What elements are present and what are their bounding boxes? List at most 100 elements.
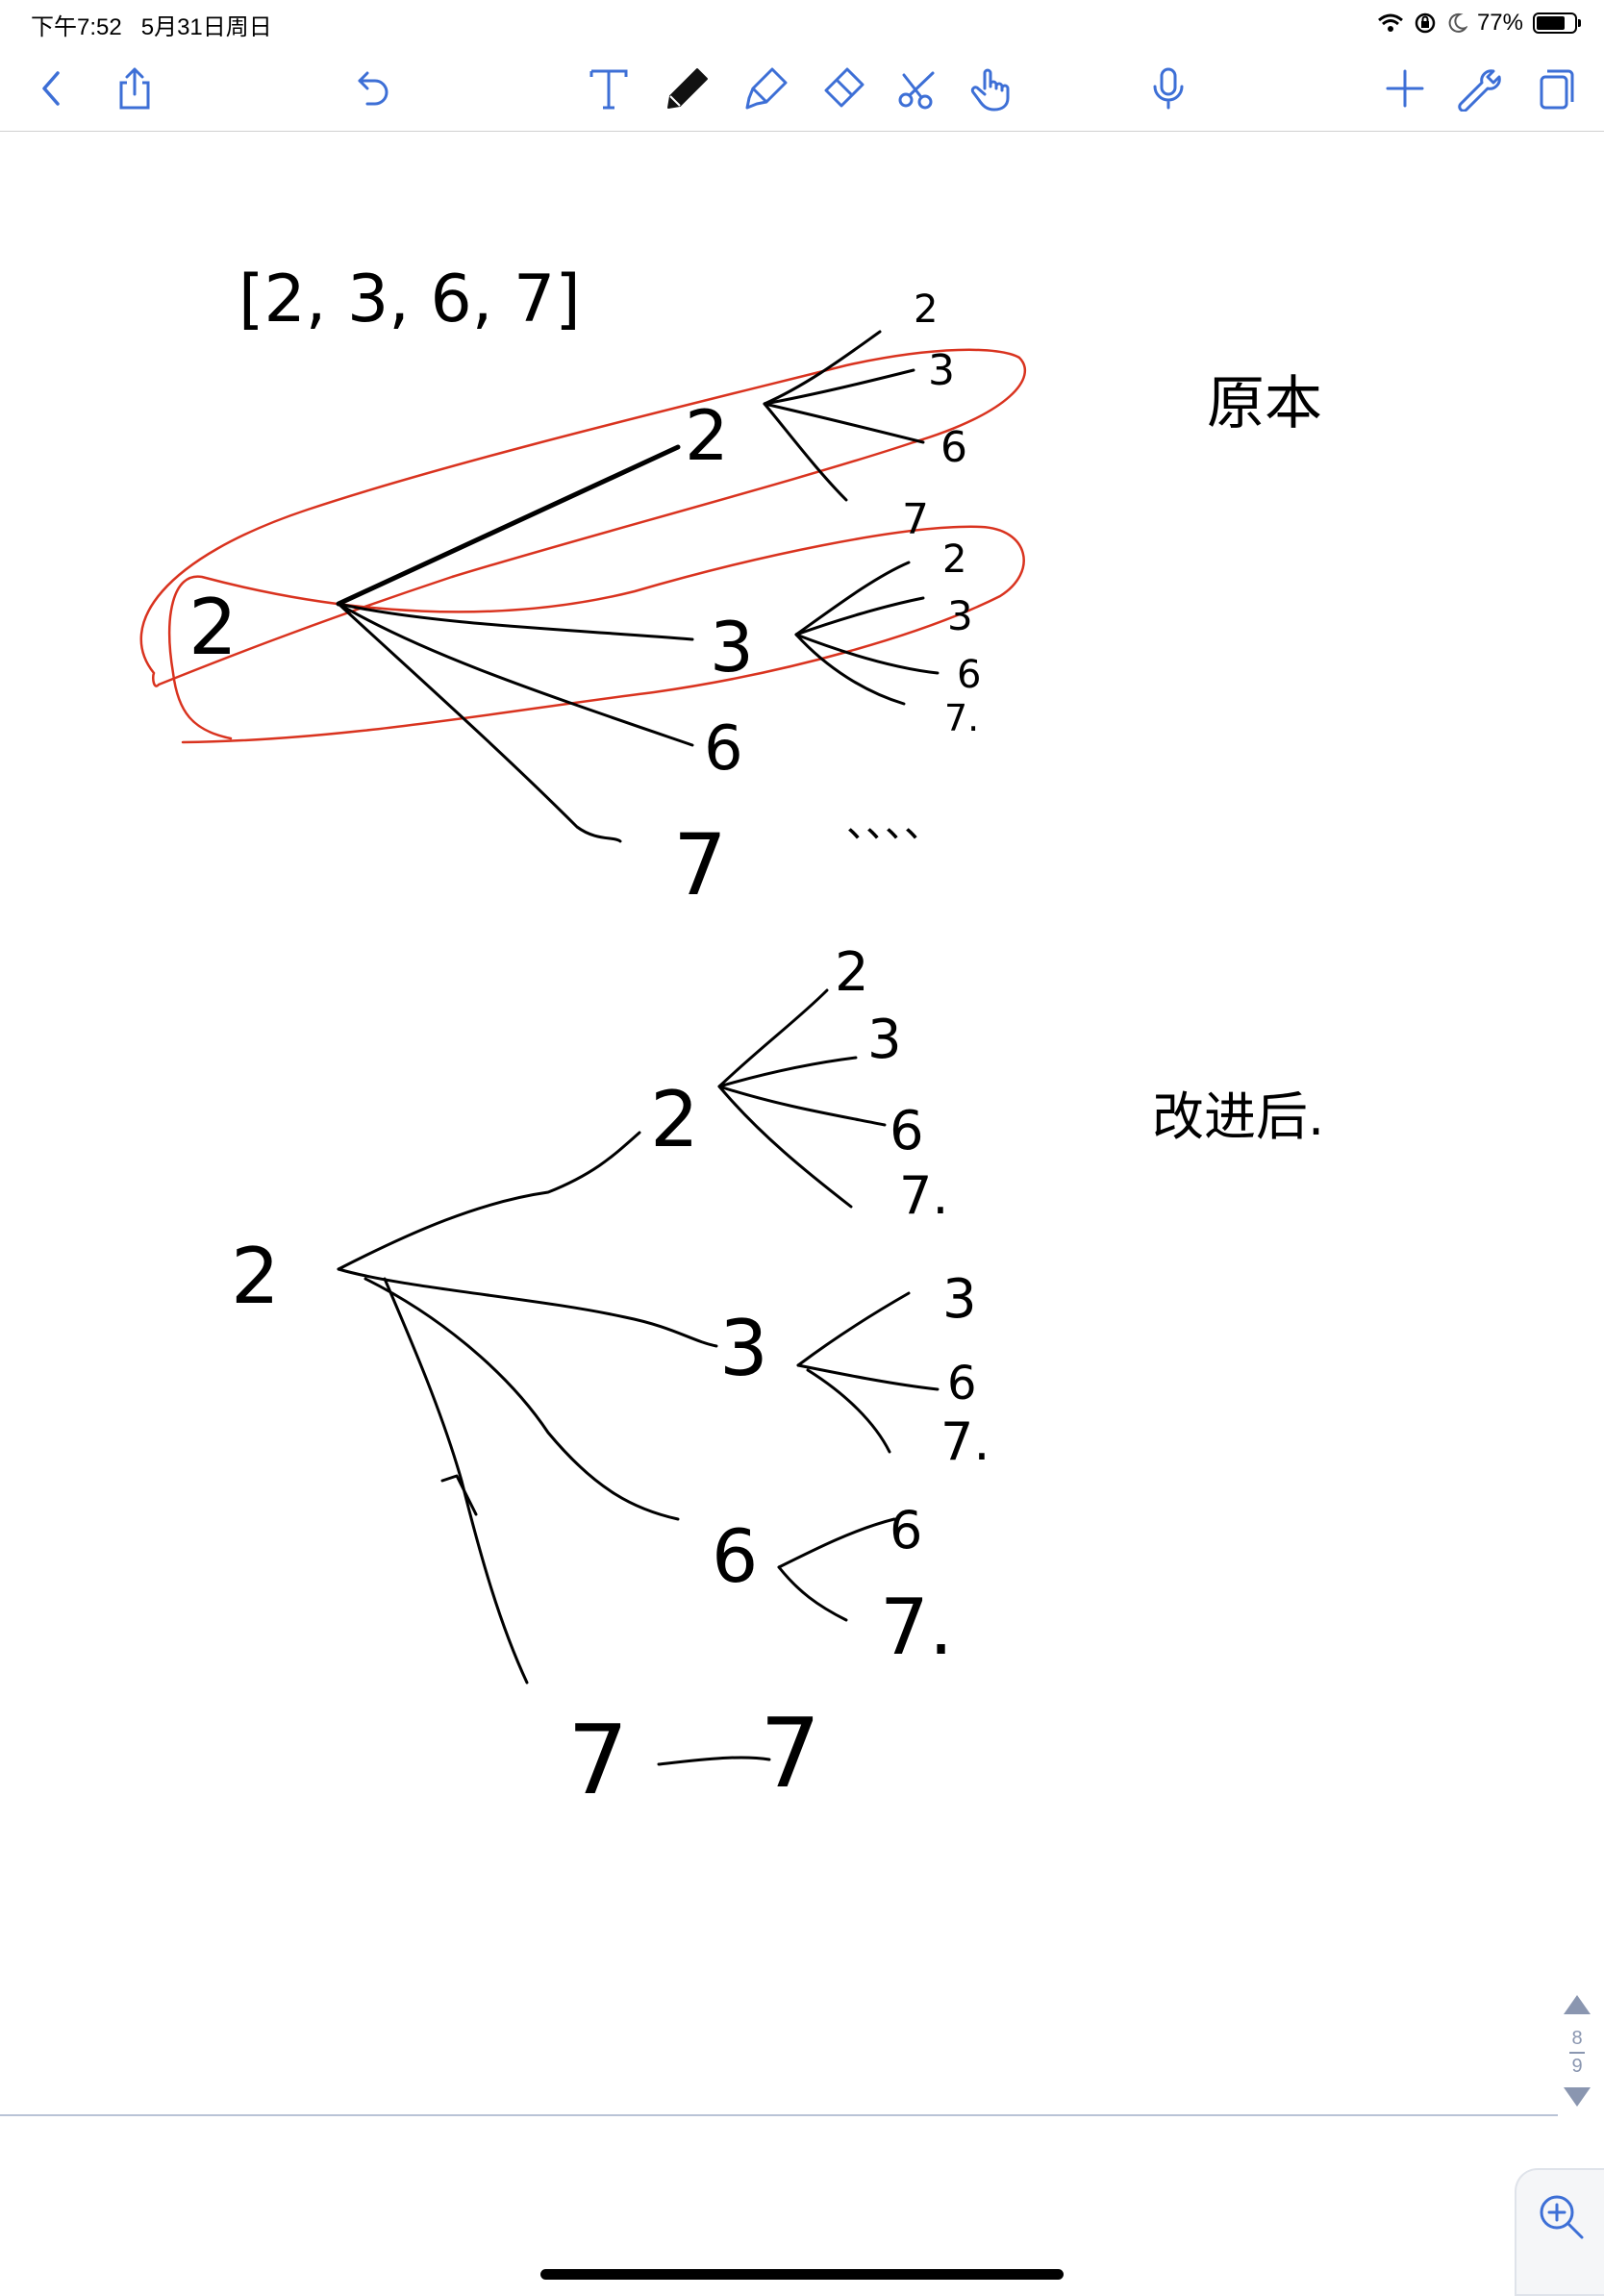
pages-icon <box>1540 69 1574 110</box>
orig-2-leaf-6: 6 <box>940 423 967 472</box>
orig-2-branch-b <box>763 368 915 406</box>
toolbar <box>0 48 1604 132</box>
pen-tool-icon <box>667 68 708 109</box>
impr-3-leaf-6: 6 <box>947 1357 977 1410</box>
orig-child-6: 6 <box>704 713 743 785</box>
page-navigator[interactable]: 8 9 <box>1560 1995 1594 2125</box>
wrench-icon <box>1458 69 1501 112</box>
hand-tool-button[interactable] <box>960 58 1021 119</box>
orig-ellipsis: 、、、、 <box>846 802 942 846</box>
orig-2-leaf-3: 3 <box>928 346 955 395</box>
impr-child-3: 3 <box>719 1304 768 1393</box>
impr-3-leaf-3: 3 <box>942 1268 977 1331</box>
impr-child-2: 2 <box>650 1075 699 1164</box>
impr-branch-7 <box>383 1277 529 1685</box>
impr-child-7: 7 <box>567 1704 629 1816</box>
orig-3-leaf-7: 7. <box>944 697 979 739</box>
text-tool-icon <box>589 69 628 110</box>
text-tool-button[interactable] <box>578 58 639 119</box>
impr-branch-3 <box>337 1267 718 1348</box>
hand-pointer-icon <box>970 68 1010 112</box>
add-button[interactable] <box>1374 58 1436 119</box>
orig-2-leaf-2: 2 <box>914 287 938 332</box>
orig-2-branch-d <box>763 402 848 502</box>
battery-percent: 77% <box>1476 10 1523 36</box>
orig-branch-2 <box>336 444 681 607</box>
impr-child-6: 6 <box>712 1513 758 1599</box>
lasso-scissors-icon <box>898 71 935 110</box>
orientation-lock-icon <box>1415 12 1436 34</box>
highlighter-tool-button[interactable] <box>736 58 797 119</box>
battery-fill <box>1537 16 1565 30</box>
orig-3-leaf-2: 2 <box>942 537 966 582</box>
microphone-icon <box>1153 67 1184 110</box>
impr-2-branch-c <box>717 1085 887 1127</box>
impr-branch-2 <box>337 1131 641 1271</box>
page-down-icon[interactable] <box>1564 2087 1591 2107</box>
eraser-tool-icon <box>824 67 865 108</box>
undo-icon <box>358 71 388 106</box>
zoom-in-icon[interactable] <box>1536 2191 1586 2241</box>
impr-2-branch-d <box>717 1085 853 1209</box>
impr-root: 2 <box>231 1232 280 1321</box>
status-date: 5月31日周日 <box>140 14 272 40</box>
undo-button[interactable] <box>342 58 404 119</box>
page-total: 9 <box>1571 2056 1583 2077</box>
share-icon <box>119 67 150 110</box>
share-button[interactable] <box>104 58 165 119</box>
impr-6-branch-b <box>777 1565 848 1622</box>
impr-3-leaf-7: 7. <box>940 1411 990 1472</box>
home-indicator[interactable] <box>540 2269 1064 2280</box>
orig-2-leaf-7: 7 <box>902 495 929 544</box>
page-up-icon[interactable] <box>1564 1995 1591 2014</box>
back-chevron-icon <box>42 71 60 106</box>
orig-3-leaf-6: 6 <box>957 653 981 697</box>
status-time: 下午7:52 5月31日周日 <box>31 8 272 41</box>
add-icon <box>1386 69 1424 108</box>
label-original: 原本 <box>1207 370 1322 437</box>
impr-2-leaf-3: 3 <box>867 1009 902 1071</box>
orig-branch-7 <box>337 602 622 843</box>
orig-3-branch-a <box>794 561 911 636</box>
orig-3-leaf-3: 3 <box>947 592 973 639</box>
orig-2-branch-c <box>763 402 925 444</box>
note-canvas[interactable]: [2, 3, 6, 7] 原本 2 2 2 3 6 7 3 2 3 6 7. 6… <box>0 132 1604 2114</box>
status-bar: 下午7:52 5月31日周日 77% <box>0 0 1604 48</box>
impr-6-leaf-6: 6 <box>890 1500 922 1560</box>
label-improved: 改进后. <box>1152 1086 1324 1147</box>
impr-branch-7-tick <box>440 1474 478 1516</box>
orig-child-3: 3 <box>710 607 754 687</box>
impr-3-branch-b <box>796 1363 940 1391</box>
status-right: 77% <box>1377 8 1581 38</box>
orig-3-branch-d <box>794 633 906 706</box>
impr-2-leaf-6: 6 <box>890 1100 924 1162</box>
wifi-icon <box>1377 13 1403 32</box>
impr-7-leaf-7: 7 <box>760 1697 821 1809</box>
status-time-text: 下午7:52 <box>31 14 122 40</box>
zoom-panel <box>1515 2168 1604 2296</box>
pen-tool-button[interactable] <box>657 58 718 119</box>
moon-icon <box>1448 12 1467 33</box>
settings-button[interactable] <box>1447 58 1509 119</box>
impr-6-branch-a <box>777 1517 896 1569</box>
back-button[interactable] <box>21 58 83 119</box>
pages-button[interactable] <box>1524 58 1586 119</box>
impr-7-branch <box>657 1756 771 1766</box>
lasso-tool-button[interactable] <box>887 58 948 119</box>
orig-3-branch-c <box>794 633 940 675</box>
impr-3-branch-a <box>796 1291 911 1367</box>
microphone-button[interactable] <box>1138 58 1199 119</box>
battery-icon <box>1533 12 1581 34</box>
orig-2-branch-a <box>763 330 882 406</box>
orig-child-7: 7 <box>673 815 727 914</box>
impr-2-leaf-2: 2 <box>835 941 869 1004</box>
impr-2-leaf-7: 7. <box>899 1165 949 1226</box>
page-current: 8 <box>1571 2028 1583 2049</box>
list-text: [2, 3, 6, 7] <box>238 262 581 337</box>
orig-child-2: 2 <box>685 395 729 476</box>
impr-3-branch-c <box>806 1368 891 1454</box>
highlight-loop-lower <box>168 525 1025 744</box>
orig-branch-3 <box>337 602 694 641</box>
eraser-tool-button[interactable] <box>813 58 874 119</box>
impr-2-branch-b <box>717 1056 858 1088</box>
